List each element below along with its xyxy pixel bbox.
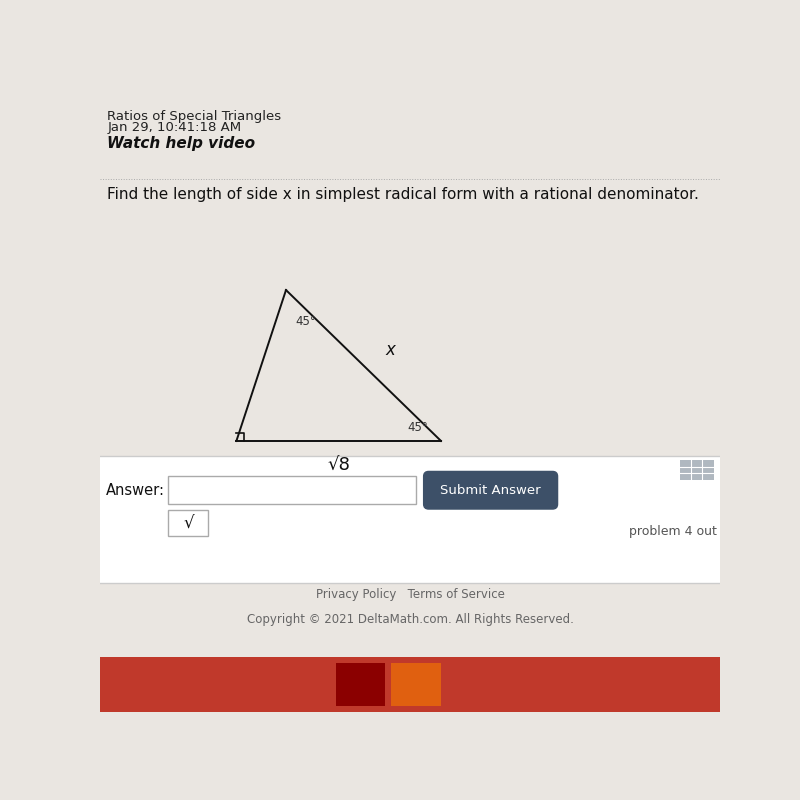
Bar [168, 510, 209, 536]
Bar [168, 476, 416, 504]
Text: Privacy Policy   Terms of Service: Privacy Policy Terms of Service [315, 589, 505, 602]
Text: 45°: 45° [407, 421, 428, 434]
Text: problem 4 out: problem 4 out [629, 525, 717, 538]
Text: Submit Answer: Submit Answer [440, 484, 541, 497]
Text: Find the length of side x in simplest radical form with a rational denominator.: Find the length of side x in simplest ra… [107, 187, 699, 202]
Bar [680, 460, 714, 480]
Text: Watch help video: Watch help video [107, 136, 255, 151]
Bar [100, 657, 720, 712]
Text: Ratios of Special Triangles: Ratios of Special Triangles [107, 110, 282, 122]
Text: Copyright © 2021 DeltaMath.com. All Rights Reserved.: Copyright © 2021 DeltaMath.com. All Righ… [246, 613, 574, 626]
Bar [391, 662, 441, 706]
Text: √: √ [183, 514, 194, 532]
Text: Jan 29, 10:41:18 AM: Jan 29, 10:41:18 AM [107, 121, 242, 134]
FancyBboxPatch shape [424, 471, 558, 509]
Bar [336, 662, 386, 706]
Text: 45°: 45° [295, 314, 316, 328]
Text: √8: √8 [327, 456, 350, 474]
Text: Answer:: Answer: [106, 482, 165, 498]
Bar [100, 456, 720, 582]
Text: x: x [386, 341, 395, 359]
